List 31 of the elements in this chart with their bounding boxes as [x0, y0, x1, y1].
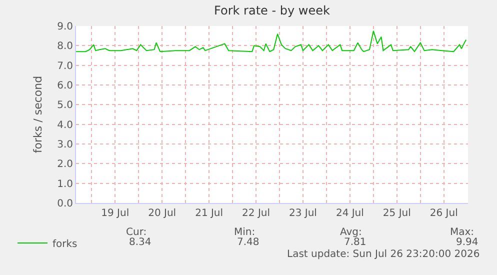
- text: 7.81: [344, 237, 366, 248]
- y-tick-label: 8.0: [57, 41, 73, 52]
- y-tick-label: 4.0: [57, 120, 73, 131]
- x-tick-label: 21 Jul: [195, 208, 224, 219]
- text: 9.94: [456, 237, 478, 248]
- x-tick-label: 23 Jul: [288, 208, 317, 219]
- y-tick-label: 6.0: [57, 80, 73, 92]
- text: 8.34: [129, 237, 152, 248]
- text: Avg:: [340, 227, 362, 238]
- text: 7.48: [237, 237, 260, 248]
- y-axis-title: forks / second: [32, 76, 45, 154]
- legend-label: forks: [52, 238, 78, 250]
- y-tick-label: 9.0: [57, 22, 73, 32]
- y-tick-label: 0.0: [57, 198, 73, 210]
- text: Max:: [450, 227, 474, 238]
- text: Last update: Sun Jul 26 23:20:00 2026: [287, 249, 480, 260]
- x-tick-label: 25 Jul: [382, 208, 411, 219]
- x-tick-label: 19 Jul: [101, 208, 130, 219]
- y-tick-label: 1.0: [57, 178, 73, 190]
- x-tick-label: 24 Jul: [336, 208, 364, 219]
- line-series: [76, 30, 467, 52]
- y-tick-label: 7.0: [57, 60, 73, 72]
- chart-title: Fork rate - by week: [214, 3, 330, 18]
- y-tick-label: 2.0: [57, 159, 73, 170]
- y-tick-label: 3.0: [57, 140, 73, 150]
- text: Cur:: [126, 227, 147, 238]
- y-tick-label: 5.0: [57, 100, 73, 112]
- x-tick-label: 26 Jul: [430, 208, 458, 219]
- text: Min:: [234, 227, 256, 238]
- x-tick-label: 22 Jul: [242, 208, 270, 219]
- x-tick-label: 20 Jul: [148, 208, 176, 219]
